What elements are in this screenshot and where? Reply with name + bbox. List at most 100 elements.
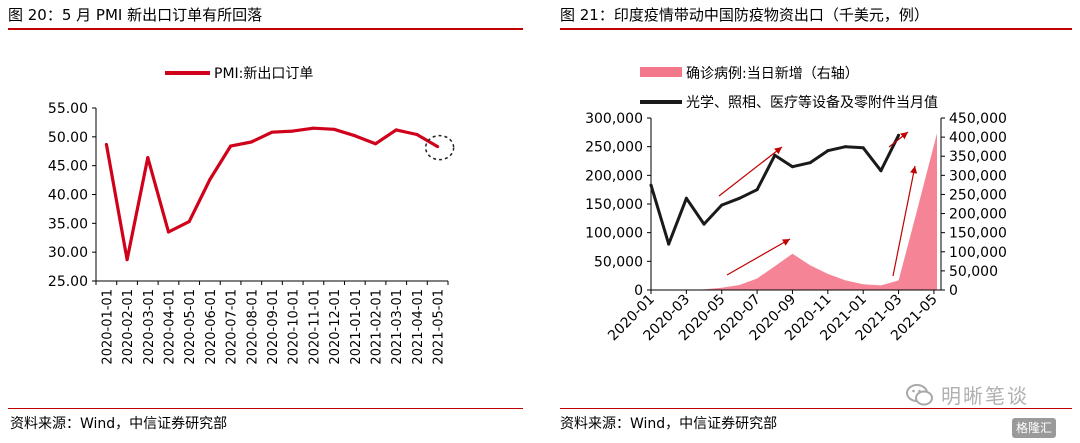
right-left-y-tick-label: 200,000 (585, 168, 643, 184)
right-equipment-point (684, 196, 688, 200)
left-pmi-point (436, 145, 440, 149)
left-pmi-point (166, 230, 170, 234)
right-trend-arrow (718, 146, 783, 197)
left-y-tick-label: 45.00 (48, 159, 88, 175)
left-x-tick-label: 2020-09-01 (266, 289, 281, 365)
left-pmi-point (146, 156, 150, 160)
right-left-y-tick-label: 50,000 (594, 254, 643, 270)
wechat-icon (906, 384, 933, 406)
right-equipment-point (826, 149, 830, 153)
left-pmi-chart: 25.00 30.00 35.00 40.00 45.00 50.00 55.00 2020-… (48, 66, 455, 365)
left-y-tick-label: 25.00 (48, 274, 88, 290)
left-pmi-point (229, 144, 233, 148)
left-chart-title: 图 20：5 月 PMI 新出口订单有所回落 (8, 6, 263, 24)
left-x-tick-label: 2021-01-01 (349, 289, 364, 365)
left-pmi-point (125, 258, 129, 262)
left-pmi-point (353, 134, 357, 138)
left-x-tick-label: 2020-12-01 (328, 289, 343, 365)
left-y-tick-label: 40.00 (48, 188, 88, 204)
right-cases-area (686, 133, 937, 290)
left-x-tick-label: 2020-01-01 (100, 289, 115, 365)
left-pmi-point (270, 130, 274, 134)
left-x-tick-label: 2021-02-01 (370, 289, 385, 365)
right-left-y-tick-label: 150,000 (585, 197, 643, 213)
right-right-y-tick-label: 350,000 (949, 149, 1007, 165)
right-equipment-point (897, 133, 901, 137)
right-equipment-point (702, 222, 706, 226)
left-source-note: 资料来源：Wind，中信证券研究部 (10, 416, 228, 432)
left-x-tick-label: 2020-10-01 (287, 289, 302, 365)
right-equipment-point (773, 153, 777, 157)
left-x-tick-label: 2020-05-01 (183, 289, 198, 365)
right-trend-arrow (892, 165, 918, 277)
left-pmi-point (374, 142, 378, 146)
right-legend-label-equipment: 光学、照相、医疗等设备及零附件当月值 (686, 94, 938, 111)
right-trend-arrow (726, 238, 791, 276)
left-pmi-point (208, 178, 212, 182)
left-x-tick-label: 2020-08-01 (245, 289, 260, 365)
right-left-y-tick-label: 300,000 (585, 111, 643, 127)
right-right-y-tick-label: 400,000 (949, 130, 1007, 146)
left-x-tick-label: 2020-03-01 (142, 289, 157, 365)
left-pmi-point (394, 128, 398, 132)
right-right-y-tick-label: 100,000 (949, 245, 1007, 261)
right-equipment-line (649, 134, 900, 246)
left-y-tick-label: 35.00 (48, 216, 88, 232)
right-export-chart: 0 50,000 100,000 150,000 200,000 250,000 300,0… (585, 66, 1007, 344)
right-right-y-tick-label: 200,000 (949, 207, 1007, 223)
right-title-rule (560, 28, 1072, 30)
left-x-tick-label: 2020-02-01 (121, 289, 136, 365)
left-pmi-point (415, 133, 419, 137)
left-x-tick-label: 2021-03-01 (390, 289, 405, 365)
right-right-y-tick-label: 300,000 (949, 168, 1007, 184)
right-right-y-tick-label: 250,000 (949, 187, 1007, 203)
right-equipment-point (755, 188, 759, 192)
right-source-rule (560, 408, 1072, 409)
left-annotation-circle (424, 134, 455, 161)
right-left-y-tick-label: 250,000 (585, 140, 643, 156)
right-legend-swatch-cases (640, 67, 682, 77)
left-y-tick-label: 50.00 (48, 130, 88, 146)
right-left-y-tick-label: 100,000 (585, 226, 643, 242)
right-legend-label-cases: 确诊病例:当日新增（右轴） (686, 66, 859, 82)
right-equipment-point (790, 165, 794, 169)
right-equipment-point (861, 146, 865, 150)
right-left-y-tick-label: 0 (634, 283, 643, 299)
left-x-tick-label: 2020-06-01 (204, 289, 219, 365)
left-pmi-line (104, 126, 439, 262)
left-title-rule (8, 28, 523, 30)
watermark: 明晰笔谈 (905, 380, 1065, 410)
left-source-rule (8, 408, 523, 409)
left-x-tick-label: 2020-07-01 (225, 289, 240, 365)
right-equipment-point (808, 161, 812, 165)
right-chart-title: 图 21：印度疫情带动中国防疫物资出口（千美元，例） (560, 6, 929, 24)
right-equipment-point (737, 196, 741, 200)
watermark-badge: 格隆汇 (1012, 418, 1057, 438)
right-right-y-tick-label: 0 (949, 283, 958, 299)
right-equipment-point (844, 145, 848, 149)
left-x-tick-label: 2020-04-01 (162, 289, 177, 365)
watermark-text: 明晰笔谈 (941, 384, 1029, 408)
left-pmi-point (311, 126, 315, 130)
right-right-y-tick-label: 450,000 (949, 111, 1007, 127)
left-x-tick-label: 2021-05-01 (432, 289, 447, 365)
left-x-tick-label: 2021-04-01 (411, 289, 426, 365)
left-pmi-point (104, 142, 108, 146)
right-equipment-point (879, 169, 883, 173)
right-equipment-point (649, 183, 653, 187)
left-legend-label: PMI:新出口订单 (214, 66, 313, 82)
right-source-note: 资料来源：Wind，中信证券研究部 (560, 416, 778, 432)
right-equipment-point (667, 242, 671, 246)
left-y-tick-label: 30.00 (48, 245, 88, 261)
left-y-tick-label: 55.00 (48, 101, 88, 117)
left-x-tick-label: 2020-11-01 (307, 289, 322, 365)
left-pmi-point (249, 140, 253, 144)
right-right-y-tick-label: 150,000 (949, 226, 1007, 242)
left-pmi-point (291, 129, 295, 133)
right-trend-arrow (888, 131, 909, 148)
right-right-y-tick-label: 50,000 (949, 264, 998, 280)
left-pmi-point (187, 220, 191, 224)
left-pmi-point (332, 127, 336, 131)
right-equipment-point (720, 203, 724, 207)
